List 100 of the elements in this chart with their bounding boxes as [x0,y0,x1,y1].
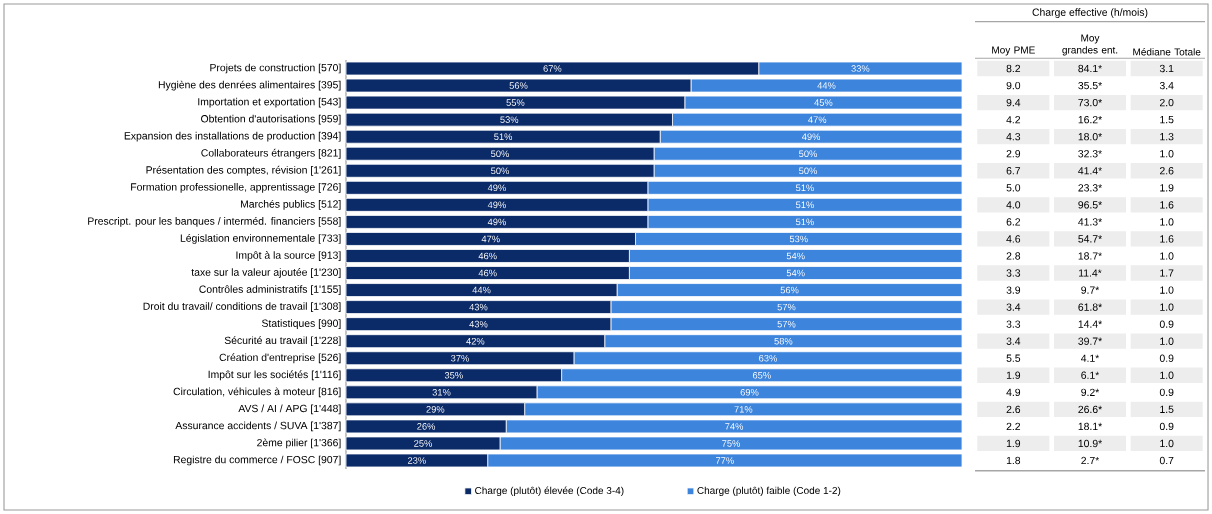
text: Charge effective (h/mois) [1032,8,1148,18]
y-tick-label: Projets de construction [570] [210,63,341,74]
text: 2.8 [1006,252,1021,260]
data-label: 56% [509,82,528,89]
data-label: 57% [777,320,796,328]
text: 1.8 [1006,456,1021,465]
text: 9.4 [1006,98,1021,107]
text: 5.5 [1006,354,1021,362]
text: 14.4* [1078,320,1102,328]
data-label: 51% [795,201,814,209]
text: 6.7 [1006,167,1021,175]
text: 0.9 [1159,354,1174,362]
text: 16.2* [1078,115,1102,124]
text: 1.0 [1160,252,1174,260]
y-tick-label: taxe sur la valeur ajoutée [1'230] [191,268,341,278]
data-label: 26% [417,423,436,430]
text: 6.2 [1006,218,1021,226]
text: 4.0 [1006,201,1021,209]
data-label: 23% [407,457,426,464]
text: 0.9 [1159,320,1174,328]
y-tick-label: Impôt sur les sociétés [1'116] [208,370,341,381]
text: 1.0 [1160,371,1174,379]
data-label: 69% [740,389,759,396]
category-label: Moy grandes ent. [1062,34,1118,56]
text: 11.4* [1079,269,1102,277]
data-label: 50% [491,167,510,175]
y-tick-label: Obtention d'autorisations [959] [201,114,341,125]
data-label: 33% [851,65,870,72]
y-tick-label: Hygiène des denrées alimentaires [395] [158,80,341,91]
text: 0.9 [1159,388,1174,396]
text: 61.8* [1078,303,1102,311]
y-tick-label: Collaborateurs étrangers [821] [201,148,341,159]
y-tick-label: Circulation, véhicules à moteur [816] [173,387,341,398]
text: 39.7* [1078,337,1102,345]
text: 41.4* [1078,167,1102,175]
data-label: 37% [450,354,469,362]
data-label: 67% [543,65,562,72]
text: 41.3* [1078,218,1102,226]
data-label: 31% [432,389,451,396]
data-label: 49% [487,218,506,226]
data-label: 53% [500,116,519,123]
text: 0.9 [1159,422,1174,431]
data-label: 54% [786,269,805,277]
text: 9.0 [1006,81,1021,90]
category-label: Moy PME [992,46,1035,56]
data-label: 71% [734,406,753,413]
y-tick-label: AVS / AI / APG [1'448] [238,404,341,415]
text: 3.4 [1006,337,1021,345]
data-label: 51% [795,218,814,226]
data-label: 43% [469,303,488,311]
text: 84.1* [1078,64,1102,73]
data-label: 46% [478,252,497,260]
text: 6.1* [1081,371,1100,379]
y-tick-label: Création d'entreprise [526] [219,353,341,364]
text: 4.6 [1006,235,1021,243]
text: 3.1 [1159,64,1174,73]
text: 18.0* [1078,133,1102,141]
data-label: 51% [795,184,814,192]
text: 2.6 [1159,167,1174,175]
text: 1.0 [1160,337,1174,345]
data-label: 44% [817,82,836,89]
text: 73.0* [1078,98,1102,107]
data-label: 54% [786,252,805,260]
y-tick-label: Prescript. pour les banques / interméd. financiers [558] [88,216,341,227]
data-label: 77% [715,457,734,464]
text: 3.4 [1006,303,1021,311]
y-tick-label: Impôt à la source [913] [236,251,341,261]
text: 35.5* [1078,81,1102,90]
text: 3.9 [1006,286,1021,294]
text: 54.7* [1078,235,1102,243]
y-tick-label: Importation et exportation [543] [198,97,341,108]
text: 9.7* [1081,286,1100,294]
text: 3.3 [1006,269,1021,277]
data-label: 45% [814,99,833,106]
y-tick-label: 2ème pilier [1'366] [257,438,341,449]
data-label: 63% [759,354,777,362]
data-label: 51% [494,133,513,140]
text: 2.6 [1006,405,1021,414]
data-label: 50% [491,150,510,158]
text: 1.9 [1006,371,1021,379]
y-tick-label: Sécurité au travail [1'228] [224,336,341,347]
y-tick-label: Assurance accidents / SUVA [1'387] [175,421,341,432]
data-label: 46% [478,269,497,277]
data-label: 44% [472,286,491,294]
text: 1.6 [1160,201,1174,209]
legend-label: Charge (plutôt) faible (Code 1-2) [697,486,841,496]
text: 1.9 [1006,439,1021,448]
data-label: 25% [414,440,433,447]
y-tick-label: Statistiques [990] [261,319,341,329]
text: 18.1* [1078,422,1102,431]
text: 2.9 [1006,150,1021,158]
text: 2.2 [1006,422,1021,431]
data-label: 49% [487,184,506,192]
data-label: 57% [777,303,796,311]
text: 1.5 [1160,116,1174,124]
data-label: 49% [801,133,821,140]
category-label: Médiane Totale [1133,48,1201,56]
data-label: 56% [780,286,799,294]
y-tick-label: Droit du travail/ conditions de travail [1'308] [143,302,341,312]
data-label: 74% [725,423,744,430]
